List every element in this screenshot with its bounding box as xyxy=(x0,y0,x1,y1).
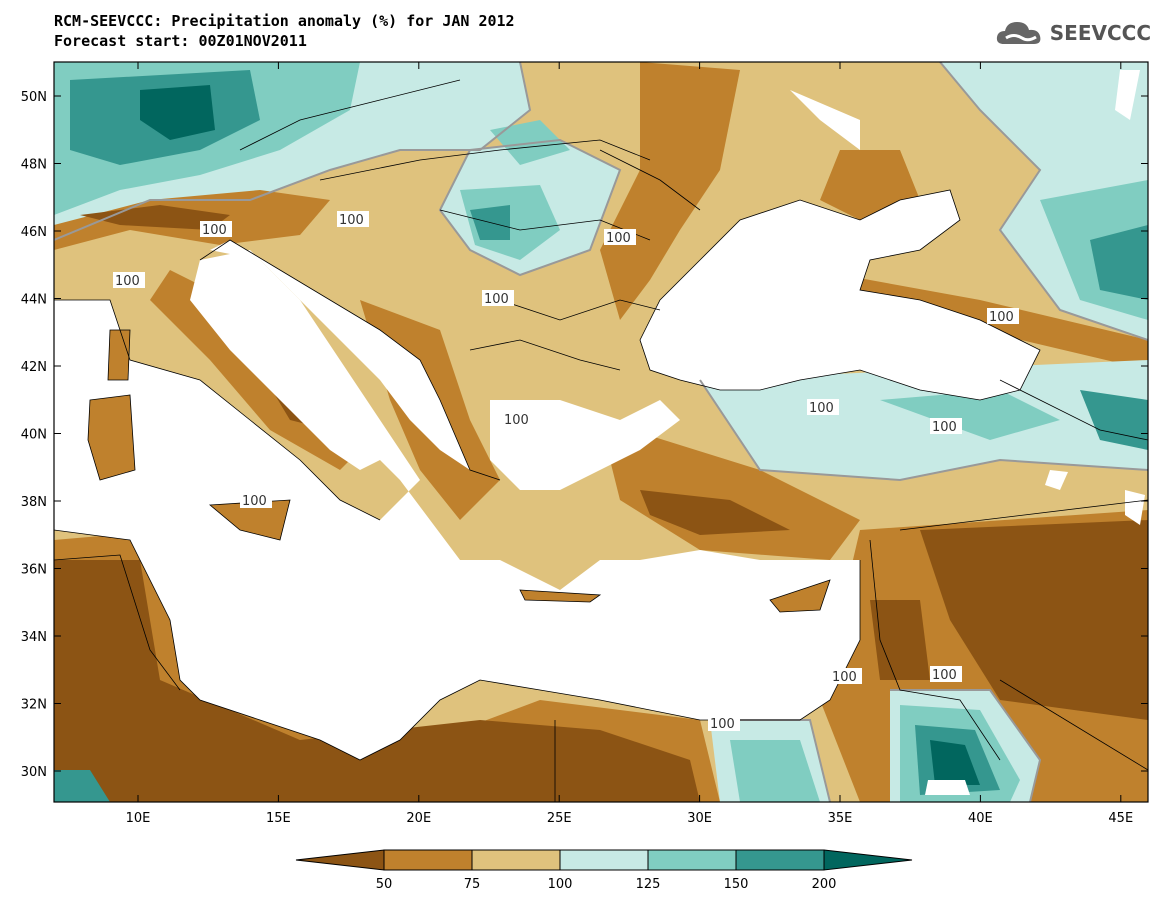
colorbar-segment xyxy=(647,849,737,871)
lat-label: 50N xyxy=(21,90,47,105)
map-field: 100 100 100 100 100 100 100 100 100 100 … xyxy=(54,62,1148,802)
colorbar-tick-label: 50 xyxy=(376,877,393,892)
contour-label: 100 xyxy=(989,310,1014,325)
colorbar-tick-label: 75 xyxy=(464,877,481,892)
latitude-axis: 50N 48N 46N 44N 42N 40N 38N 36N 34N 32N 30N xyxy=(21,90,1148,780)
lon-label: 10E xyxy=(126,811,151,826)
lat-label: 48N xyxy=(21,158,47,173)
colorbar-tick-label: 100 xyxy=(548,877,573,892)
lat-label: 38N xyxy=(21,495,47,510)
colorbar-segment xyxy=(735,849,825,871)
contour-label: 100 xyxy=(484,292,509,307)
contour-label: 100 xyxy=(932,420,957,435)
contour-label: 100 xyxy=(504,413,529,428)
logo-text: SEEVCCC xyxy=(1049,21,1151,45)
cloud-icon xyxy=(996,22,1041,44)
lon-label: 15E xyxy=(266,811,291,826)
lon-label: 25E xyxy=(547,811,572,826)
map-frame xyxy=(53,61,1149,803)
lon-label: 30E xyxy=(687,811,712,826)
colorbar-segment xyxy=(383,849,473,871)
contour-label: 100 xyxy=(339,213,364,228)
lon-label: 40E xyxy=(968,811,993,826)
contour-label: 100 xyxy=(242,494,267,509)
contour-100-lines xyxy=(54,62,1148,802)
colorbar-segment xyxy=(823,849,913,871)
colorbar-segment xyxy=(559,849,649,871)
colorbar-tick-label: 125 xyxy=(636,877,661,892)
lat-label: 36N xyxy=(21,563,47,578)
contour-label: 100 xyxy=(932,668,957,683)
colorbar-tick-label: 150 xyxy=(724,877,749,892)
lon-label: 45E xyxy=(1108,811,1133,826)
map-title: RCM-SEEVCCC: Precipitation anomaly (%) f… xyxy=(54,12,515,30)
lat-label: 30N xyxy=(21,765,47,780)
colorbar-tick-label: 200 xyxy=(812,877,837,892)
contour-label: 100 xyxy=(832,670,857,685)
seevccc-logo: SEEVCCC xyxy=(994,18,1151,48)
coastlines-and-borders xyxy=(54,79,1148,802)
contour-label: 100 xyxy=(202,223,227,238)
lon-label: 20E xyxy=(406,811,431,826)
contour-label: 100 xyxy=(606,231,631,246)
lat-label: 44N xyxy=(21,293,47,308)
colorbar-segment xyxy=(295,849,385,871)
lat-label: 32N xyxy=(21,698,47,713)
colorbar-segment xyxy=(471,849,561,871)
longitude-axis: 10E 15E 20E 25E 30E 35E 40E 45E xyxy=(126,62,1133,826)
lat-label: 42N xyxy=(21,360,47,375)
contour-labels: 100 100 100 100 100 100 100 100 100 100 … xyxy=(113,211,1019,732)
lat-label: 46N xyxy=(21,225,47,240)
lon-label: 35E xyxy=(828,811,853,826)
lat-label: 34N xyxy=(21,630,47,645)
lat-label: 40N xyxy=(21,428,47,443)
forecast-start-subtitle: Forecast start: 00Z01NOV2011 xyxy=(54,32,307,50)
contour-label: 100 xyxy=(710,717,735,732)
contour-label: 100 xyxy=(809,401,834,416)
contour-label: 100 xyxy=(115,274,140,289)
